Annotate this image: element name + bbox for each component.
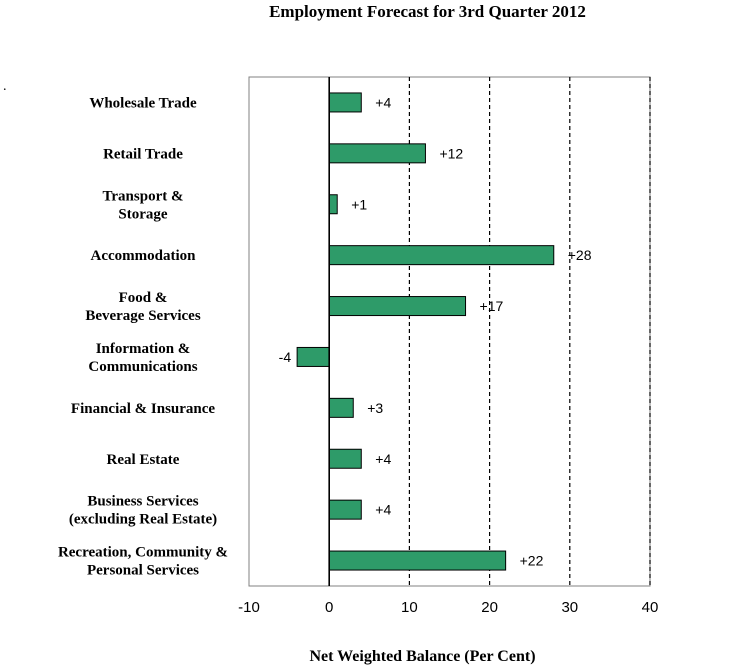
category-label: Real Estate xyxy=(107,452,180,468)
category-label: Information & xyxy=(96,341,191,357)
category-label: (excluding Real Estate) xyxy=(69,512,217,528)
category-label: Food & xyxy=(119,290,168,306)
data-label: +17 xyxy=(480,298,504,314)
bar xyxy=(328,397,354,418)
x-tick-label: 10 xyxy=(401,599,418,616)
data-label: +4 xyxy=(375,502,391,518)
x-tick-label: 30 xyxy=(561,599,578,616)
data-label: +1 xyxy=(351,196,367,212)
x-tick-label: -10 xyxy=(238,599,260,616)
x-tick-label: 20 xyxy=(481,599,498,616)
category-label: Wholesale Trade xyxy=(89,95,197,111)
bar xyxy=(328,296,467,317)
bar xyxy=(328,448,362,469)
stray-mark: . xyxy=(3,79,7,94)
category-label: Business Services xyxy=(87,494,198,510)
x-tick-label: 40 xyxy=(642,599,659,616)
category-label: Accommodation xyxy=(91,248,197,264)
category-label: Retail Trade xyxy=(103,146,183,162)
bar xyxy=(328,92,362,113)
category-label: Storage xyxy=(118,206,167,222)
bar xyxy=(328,194,338,215)
x-axis-label: Net Weighted Balance (Per Cent) xyxy=(309,648,536,665)
bar xyxy=(328,143,426,164)
category-label: Personal Services xyxy=(87,563,199,579)
data-label: +4 xyxy=(375,94,391,110)
bar xyxy=(296,346,330,367)
chart-title: Employment Forecast for 3rd Quarter 2012 xyxy=(269,2,586,21)
category-label: Financial & Insurance xyxy=(71,401,216,417)
data-label: -4 xyxy=(279,349,292,365)
data-label: +22 xyxy=(520,553,544,569)
x-tick-label: 0 xyxy=(325,599,333,616)
bar xyxy=(328,499,362,520)
category-label: Beverage Services xyxy=(85,308,201,324)
data-label: +12 xyxy=(439,145,463,161)
category-label: Transport & xyxy=(103,188,184,204)
data-label: +3 xyxy=(367,400,383,416)
data-label: +28 xyxy=(568,247,592,263)
bar xyxy=(328,550,507,571)
bar xyxy=(328,245,555,266)
data-label: +4 xyxy=(375,451,391,467)
category-label: Recreation, Community & xyxy=(58,545,228,561)
category-label: Communications xyxy=(88,359,197,375)
